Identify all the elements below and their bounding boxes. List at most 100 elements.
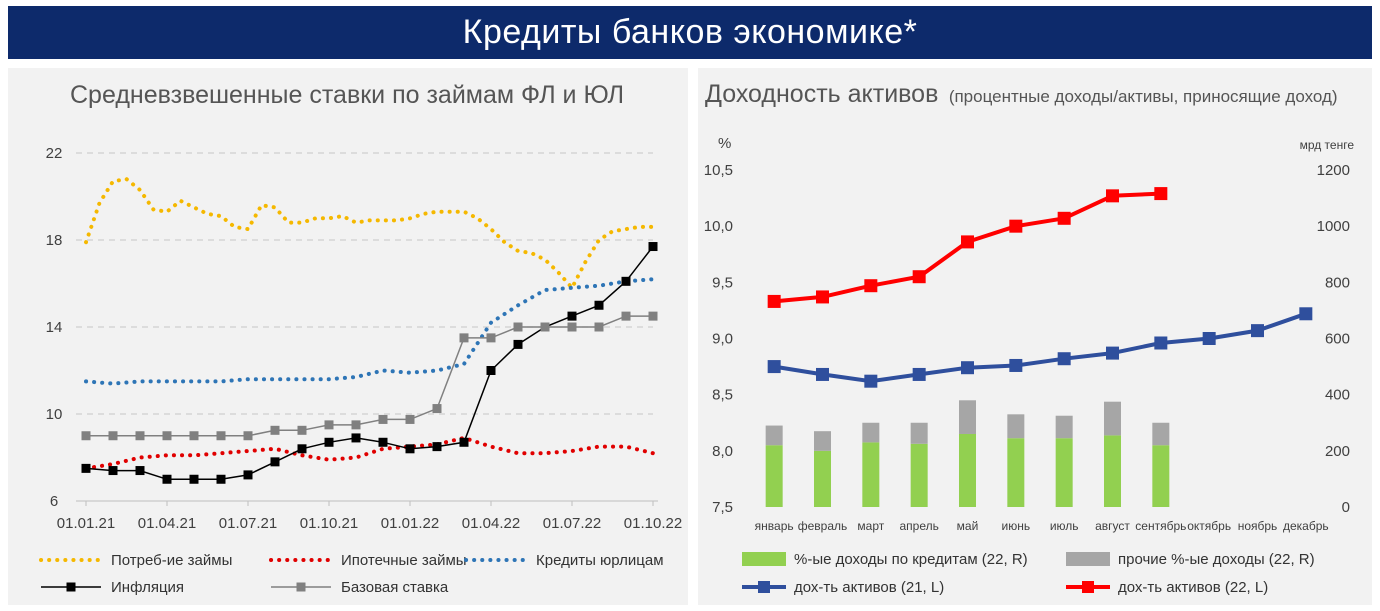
data-point [767,360,781,374]
y-tick-label: 6 [50,493,58,510]
legend-marker [1082,581,1094,593]
data-point [297,425,307,435]
bar-прочие-ые-доходы-22-r [1055,415,1073,439]
left-y-tick-label: 7,5 [712,499,733,516]
data-point [270,457,280,467]
data-point [189,431,199,441]
data-point [351,433,361,443]
x-tick-label: 01.04.22 [462,515,520,532]
data-point [864,279,878,293]
x-tick-label: 01.07.21 [219,515,277,532]
series-дох-ть-активов-22-l [767,187,1168,308]
data-point [567,311,577,321]
bar-ые-доходы-по-кредитам-22-r [1055,438,1073,507]
data-point [1202,332,1216,345]
data-point [594,300,604,310]
legend-marker [758,581,770,593]
data-point [405,444,415,454]
data-point [961,235,974,249]
data-point [297,444,307,454]
legend-label: Потреб-ие займы [111,552,232,569]
data-point [324,437,334,447]
bar-ые-доходы-по-кредитам-22-r [1007,438,1025,507]
legend-label: дох-ть активов (22, L) [1118,579,1268,596]
legend-label: Инфляция [111,579,184,596]
left-y-tick-label: 8,0 [712,443,733,460]
x-tick-label: 01.07.22 [543,515,601,532]
data-point [1251,324,1264,338]
bar-прочие-ые-доходы-22-r [814,431,831,451]
x-tick-label: июнь [1002,519,1031,533]
y-tick-label: 14 [46,319,63,336]
legend-item-ипотечные-займы: Ипотечные займы [269,552,467,569]
data-point [135,431,145,441]
data-point [1154,336,1168,350]
series-line [84,435,655,471]
x-tick-label: 01.01.22 [381,515,439,532]
series-line [86,315,653,437]
data-point [486,333,496,343]
data-point [216,431,226,441]
series-line [84,277,655,386]
right-y-tick-label: 800 [1325,274,1350,291]
bar-прочие-ые-доходы-22-r [910,422,928,444]
yield-chart-panel: Доходность активов (процентные доходы/ак… [698,68,1372,605]
data-point [621,311,631,321]
data-point [324,420,334,430]
data-point [648,242,658,252]
legend-marker [296,582,306,592]
legend-label: Ипотечные займы [341,552,467,569]
bar-прочие-ые-доходы-22-r [1104,401,1121,436]
data-point [81,431,91,441]
data-point [162,474,172,484]
legend-swatch [1066,552,1110,566]
data-point [1009,358,1023,372]
bar-ые-доходы-по-кредитам-22-r [959,433,976,507]
bar-прочие-ые-доходы-22-r [1007,414,1025,439]
x-tick-label: январь [755,519,794,533]
right-y-tick-label: 600 [1325,331,1350,348]
legend-label: %-ые доходы по кредитам (22, R) [794,551,1028,568]
x-tick-label: сентябрь [1135,519,1186,533]
x-tick-label: февраль [798,519,848,533]
yield-chart: Доходность активов (процентные доходы/ак… [704,80,1355,596]
series-line [773,311,1307,384]
data-point [270,425,280,435]
data-point [1057,211,1071,225]
right-y-tick-label: 1200 [1317,162,1350,179]
x-tick-label: август [1095,519,1130,533]
left-y-tick-label: 9,0 [712,331,733,348]
series-ипотечные-займы [84,435,655,471]
legend-item-потреб-ие-займы: Потреб-ие займы [39,552,232,569]
series-line [85,246,654,481]
data-point [81,463,91,473]
x-tick-label: октябрь [1187,519,1231,533]
series-базовая-ставка [81,311,658,441]
x-tick-label: 01.10.22 [624,515,682,532]
series-line [84,177,655,290]
data-point [621,276,631,286]
data-point [567,322,577,332]
bar-прочие-ые-доходы-22-r [862,422,880,443]
bar-ые-доходы-по-кредитам-22-r [765,445,783,507]
data-point [351,420,361,430]
x-tick-label: 01.01.21 [57,515,115,532]
data-point [912,367,926,381]
legend-marker [66,582,76,592]
data-point [378,414,388,424]
x-tick-label: май [957,519,979,533]
data-point [432,442,442,452]
legend-item-дох-ть-активов-21-l: дох-ть активов (21, L) [742,579,944,596]
bar-ые-доходы-по-кредитам-22-r [910,443,928,507]
data-point [189,474,199,484]
legend-item-прочие-ые-доходы-22-r: прочие %-ые доходы (22, R) [1066,551,1315,568]
bar-ые-доходы-по-кредитам-22-r [1152,445,1170,507]
legend-label: дох-ть активов (21, L) [794,579,944,596]
legend-item-ые-доходы-по-кредитам-22-r: %-ые доходы по кредитам (22, R) [742,551,1028,568]
data-point [1057,352,1071,366]
data-point [767,294,781,308]
bar-прочие-ые-доходы-22-r [1152,422,1170,446]
bar-ые-доходы-по-кредитам-22-r [862,442,880,507]
bar-ые-доходы-по-кредитам-22-r [814,450,831,507]
data-point [459,437,469,447]
